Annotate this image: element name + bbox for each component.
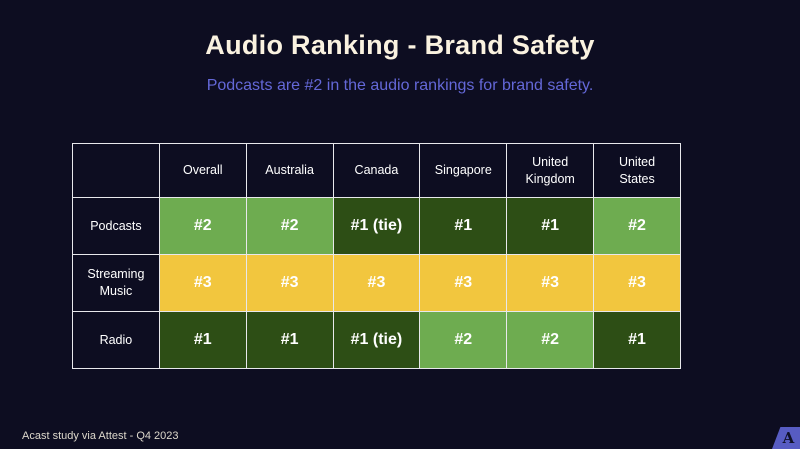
rank-cell: #3 <box>419 254 508 312</box>
table-row: Podcasts #2 #2 #1 (tie) #1 #1 #2 <box>72 197 681 255</box>
rank-cell: #3 <box>506 254 595 312</box>
table-row: Streaming Music #3 #3 #3 #3 #3 #3 <box>72 254 681 312</box>
table-row: Radio #1 #1 #1 (tie) #2 #2 #1 <box>72 311 681 369</box>
rank-cell: #3 <box>245 254 334 312</box>
rank-cell: #2 <box>506 311 595 369</box>
column-header: Singapore <box>419 143 508 198</box>
column-header: United States <box>593 143 681 198</box>
rank-cell: #3 <box>593 254 681 312</box>
header-row: Overall Australia Canada Singapore United Ki… <box>72 143 681 198</box>
row-label: Radio <box>72 311 160 369</box>
acast-logo: A <box>772 427 800 449</box>
column-header: Canada <box>332 143 421 198</box>
page-title: Audio Ranking - Brand Safety <box>205 30 595 60</box>
rank-cell: #3 <box>158 254 247 312</box>
corner-cell <box>72 143 160 198</box>
rank-cell: #1 <box>506 197 595 255</box>
column-header: United Kingdom <box>506 143 595 198</box>
ranking-table-body: Podcasts #2 #2 #1 (tie) #1 #1 #2 Streaming Musi… <box>72 197 681 369</box>
rank-cell: #2 <box>245 197 334 255</box>
column-header: Australia <box>245 143 334 198</box>
rank-cell: #1 <box>245 311 334 369</box>
rank-cell: #1 (tie) <box>332 197 421 255</box>
rank-cell: #1 <box>593 311 681 369</box>
rank-cell: #2 <box>593 197 681 255</box>
rank-cell: #1 <box>158 311 247 369</box>
rank-cell: #1 (tie) <box>332 311 421 369</box>
page-subtitle: Podcasts are #2 in the audio rankings fo… <box>206 77 594 94</box>
rank-cell: #2 <box>158 197 247 255</box>
rank-cell: #1 <box>419 197 508 255</box>
rank-cell: #2 <box>419 311 508 369</box>
column-header: Overall <box>158 143 247 198</box>
source-attribution: Acast study via Attest - Q4 2023 <box>22 430 179 442</box>
rank-cell: #3 <box>332 254 421 312</box>
ranking-table: Overall Australia Canada Singapore United Ki… <box>72 143 681 369</box>
ranking-table-header: Overall Australia Canada Singapore United Ki… <box>72 143 681 198</box>
acast-logo-letter: A <box>782 428 795 447</box>
row-label: Streaming Music <box>72 254 160 312</box>
row-label: Podcasts <box>72 197 160 255</box>
